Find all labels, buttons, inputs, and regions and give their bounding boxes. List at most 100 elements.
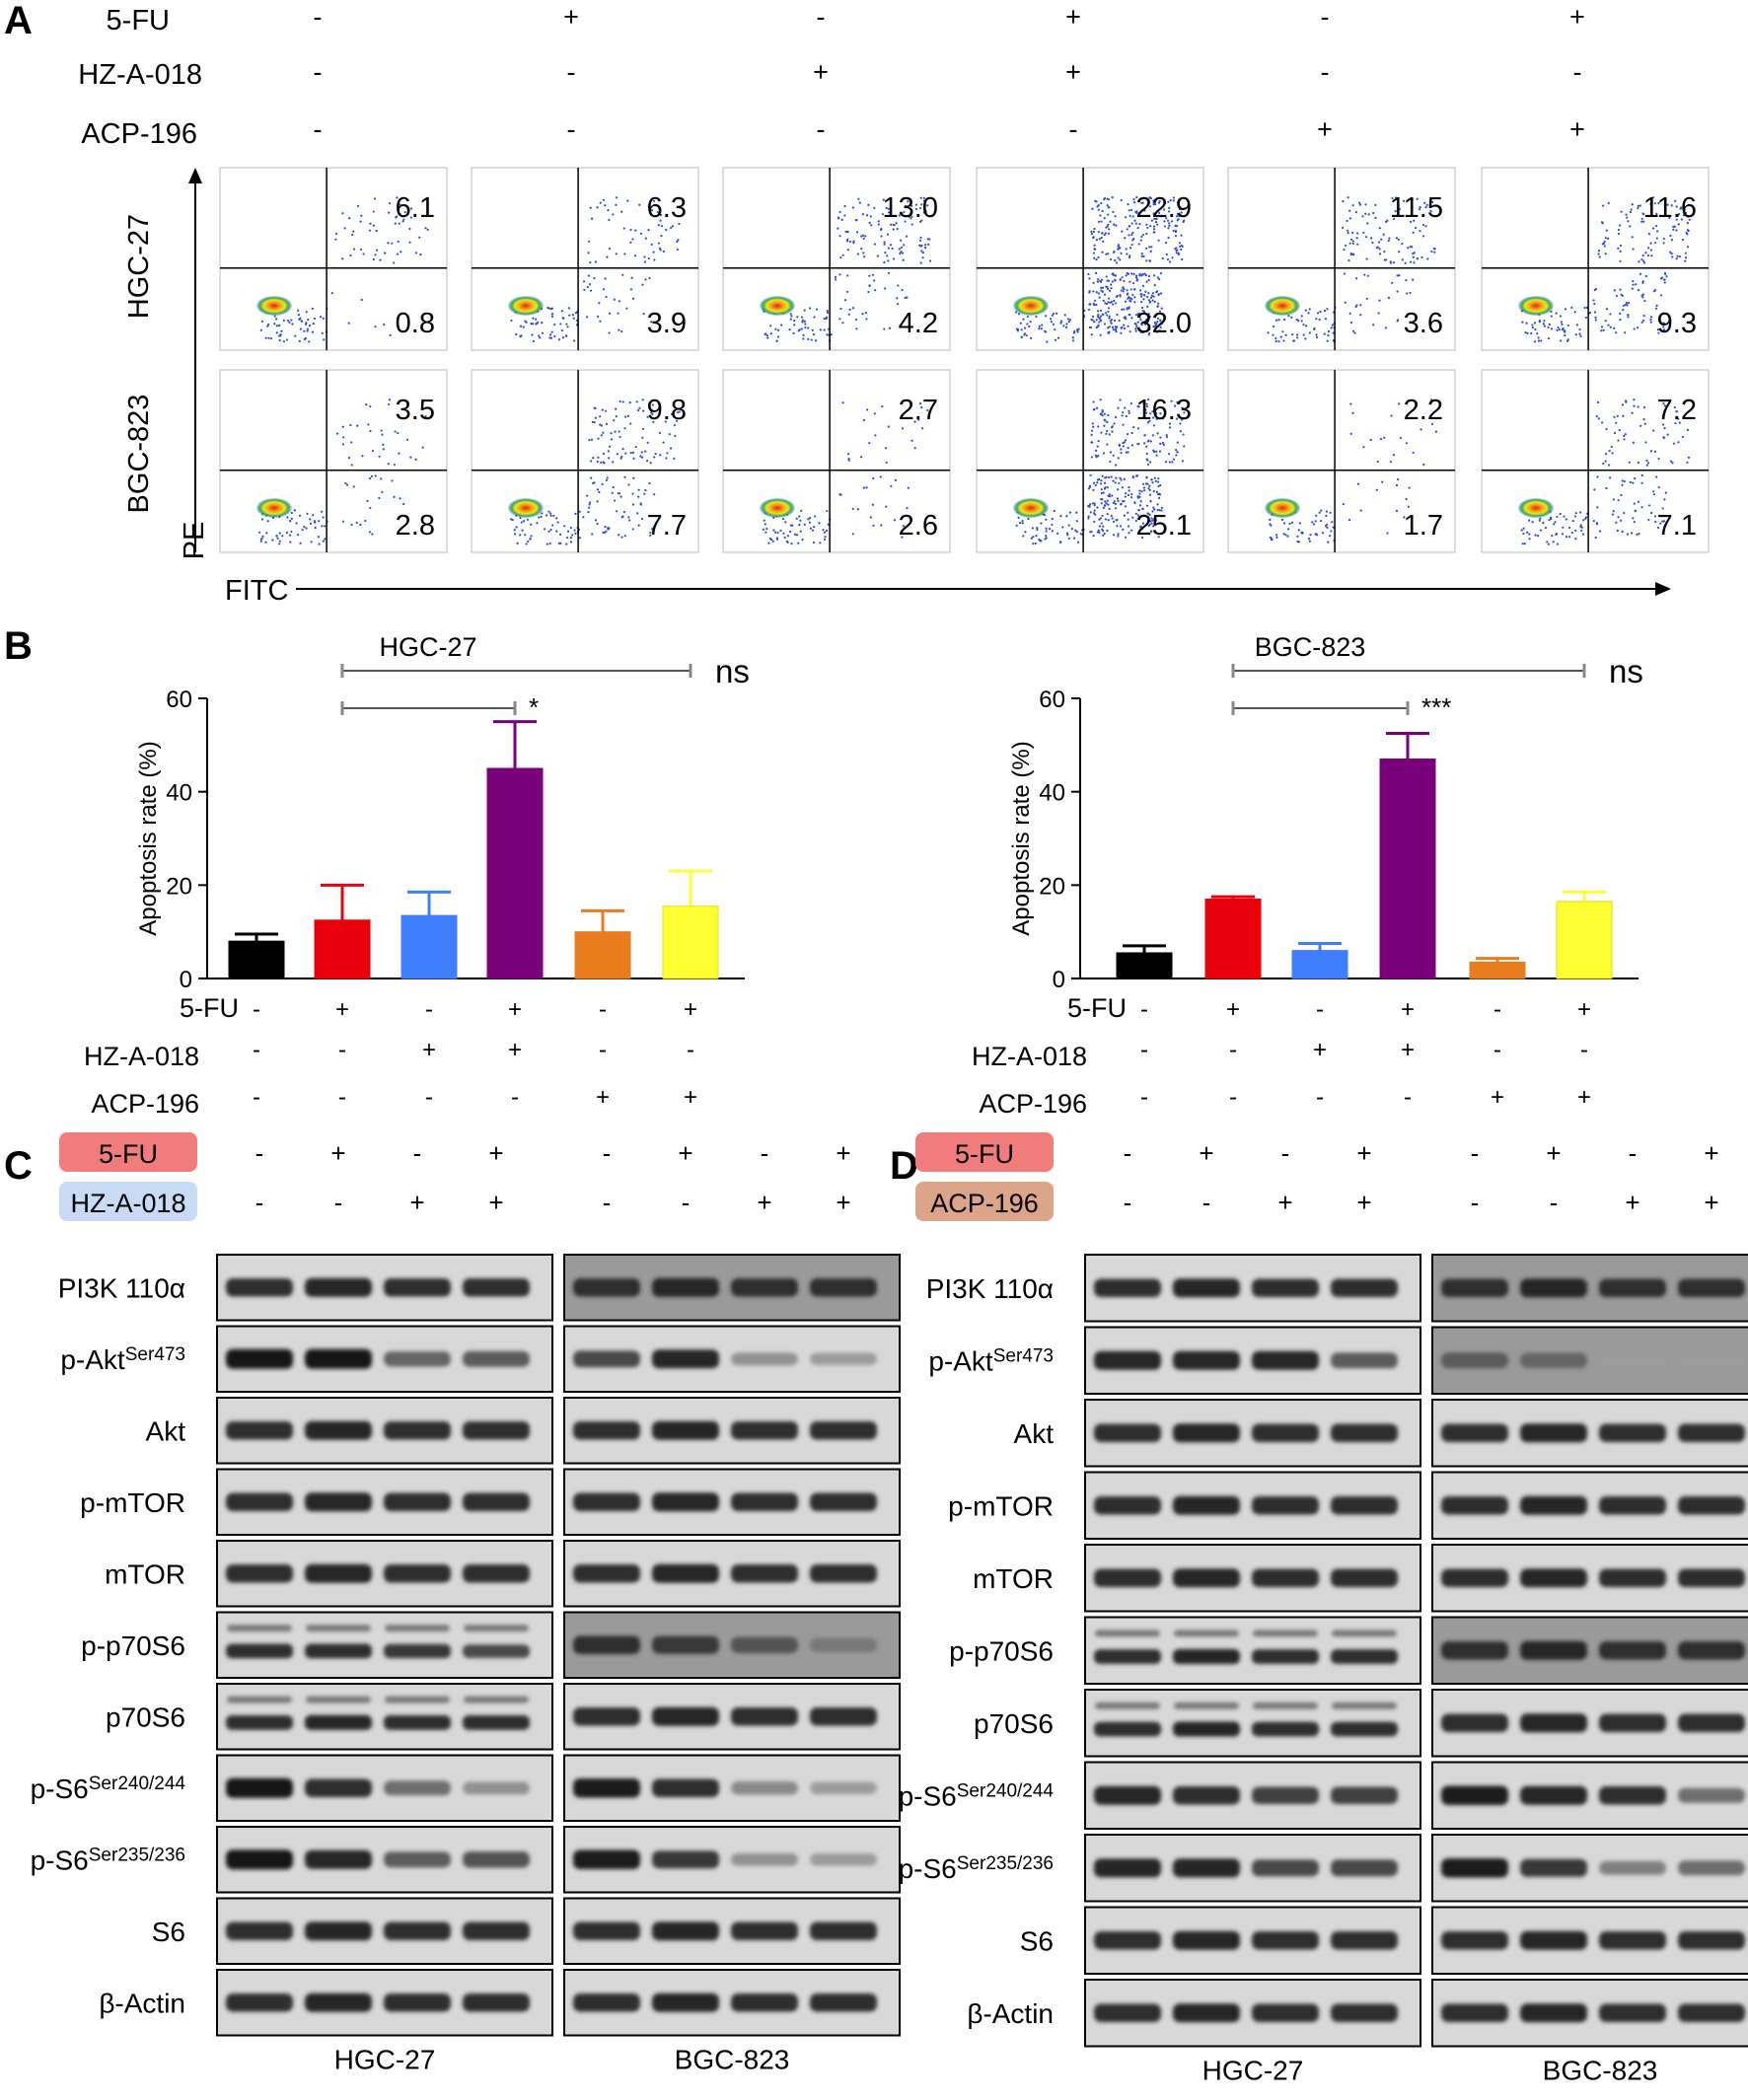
blot-row: p70S6 — [974, 1689, 1748, 1758]
protein-band — [573, 1778, 640, 1798]
bar — [314, 919, 371, 979]
treatment-sign: + — [596, 1084, 610, 1111]
flow-population-core — [256, 296, 292, 316]
treatment-sign: + — [508, 996, 522, 1023]
protein-band — [1678, 1860, 1745, 1876]
treatment-signs: - + - + - + - - + + - - - - - - + + — [314, 2, 1585, 144]
flow-dots — [762, 196, 932, 342]
header-sign: + — [488, 1188, 503, 1217]
protein-band — [1252, 1568, 1319, 1587]
protein-band — [1094, 1785, 1161, 1805]
treatment-row-label: 5-FU — [180, 993, 239, 1023]
treatment-sign: - — [1580, 1037, 1588, 1063]
protein-band — [1252, 1649, 1319, 1664]
flow-population-core — [1265, 296, 1300, 316]
protein-label: p-mTOR — [80, 1487, 185, 1518]
treatment-sign: + — [1401, 1037, 1415, 1063]
fitc-axis-arrowhead — [1655, 582, 1671, 596]
protein-label: p-S6Ser235/236 — [31, 1845, 185, 1875]
blot-row: S6 — [152, 1897, 901, 1965]
protein-band — [463, 1921, 530, 1940]
protein-band — [1094, 1931, 1161, 1950]
bar — [228, 940, 285, 979]
header-sign: + — [1199, 1138, 1213, 1168]
flow-population-core — [1265, 498, 1300, 518]
protein-label-superscript: Ser235/236 — [957, 1853, 1054, 1874]
blot-row: PI3K 110α — [926, 1254, 1748, 1323]
protein-band — [463, 1851, 530, 1868]
protein-band — [810, 1421, 877, 1440]
treatment-sign: + — [1577, 996, 1591, 1023]
protein-band — [1599, 1786, 1666, 1805]
treatment-sign: - — [817, 2, 826, 32]
treatment-sign: - — [314, 2, 323, 32]
protein-band — [1331, 1423, 1398, 1442]
protein-band — [463, 1278, 530, 1297]
bar — [1291, 950, 1348, 979]
header-sign: + — [1277, 1188, 1292, 1217]
flow-plot-frame — [976, 167, 1204, 351]
protein-band — [384, 1780, 451, 1796]
protein-band — [384, 1421, 451, 1440]
quadrant-value-lower-right: 0.8 — [396, 308, 435, 339]
panel-letter-b: B — [4, 624, 33, 668]
flow-dots — [510, 196, 681, 343]
protein-band — [810, 1853, 877, 1866]
treatment-sign: - — [314, 114, 323, 144]
flow-plot-frame — [1227, 369, 1456, 553]
protein-band — [1331, 1568, 1398, 1587]
treatment-sign: + — [1401, 996, 1415, 1023]
protein-band — [810, 1564, 877, 1583]
flow-population-core — [1013, 498, 1049, 518]
cell-line-label: HGC-27 — [1202, 2056, 1304, 2086]
protein-band — [1520, 2003, 1587, 2023]
protein-band — [226, 1993, 293, 2012]
treatment-sign: + — [1065, 57, 1081, 87]
blot-row: p-S6Ser240/244 — [31, 1754, 901, 1822]
quadrant-value-upper-right: 13.0 — [883, 192, 938, 224]
treatment-sign: - — [1321, 57, 1330, 87]
protein-band — [1253, 1629, 1318, 1637]
protein-band — [1599, 1423, 1666, 1442]
protein-band — [1094, 1350, 1161, 1370]
protein-band — [1094, 1568, 1161, 1587]
protein-band — [1331, 1859, 1398, 1877]
pe-axis-label: PE — [179, 522, 210, 560]
protein-band — [463, 1350, 530, 1367]
protein-band — [1520, 1495, 1587, 1515]
protein-band — [1252, 1350, 1319, 1370]
protein-band — [1599, 1354, 1666, 1367]
protein-band — [1173, 1721, 1240, 1737]
treatment-sign: - — [338, 1037, 346, 1063]
western-blot-c: 5-FU HZ-A-018 - + - + - + - + - - + + - - + + PI3K 110α p-A… — [31, 1132, 901, 2075]
bar — [486, 767, 544, 979]
treatment-sign: - — [338, 1084, 346, 1111]
header-sign: + — [1356, 1138, 1371, 1168]
y-tick-label: 20 — [1039, 873, 1065, 900]
blot-row: p-S6Ser235/236 — [899, 1834, 1748, 1903]
header-label-drug: HZ-A-018 — [70, 1189, 185, 1218]
protein-band — [1331, 1649, 1398, 1664]
treatment-sign: - — [1404, 1084, 1412, 1111]
header-sign: + — [836, 1138, 850, 1168]
treatment-sign: - — [253, 1037, 260, 1063]
protein-band — [1094, 2003, 1161, 2022]
treatment-sign: - — [1140, 996, 1148, 1023]
flow-dots — [1015, 196, 1187, 343]
protein-band — [573, 1921, 640, 1940]
protein-label: Akt — [1014, 1418, 1055, 1449]
protein-band — [305, 1849, 372, 1869]
treatment-sign: + — [508, 1037, 522, 1063]
protein-band — [573, 1492, 640, 1511]
treatment-sign: + — [335, 996, 349, 1023]
protein-band — [1441, 1352, 1508, 1369]
protein-band — [1520, 1568, 1587, 1588]
quadrant-value-lower-right: 3.6 — [1404, 308, 1443, 339]
flow-plot-frame — [471, 369, 699, 553]
treatment-sign: + — [422, 1037, 436, 1063]
blot-row: p-p70S6 — [949, 1616, 1748, 1685]
quadrant-value-upper-right: 2.2 — [1404, 395, 1443, 426]
quadrant-value-upper-right: 2.7 — [899, 395, 938, 426]
flow-plot-frame — [219, 167, 448, 351]
flow-plot: 6.1 0.8 — [219, 167, 448, 351]
